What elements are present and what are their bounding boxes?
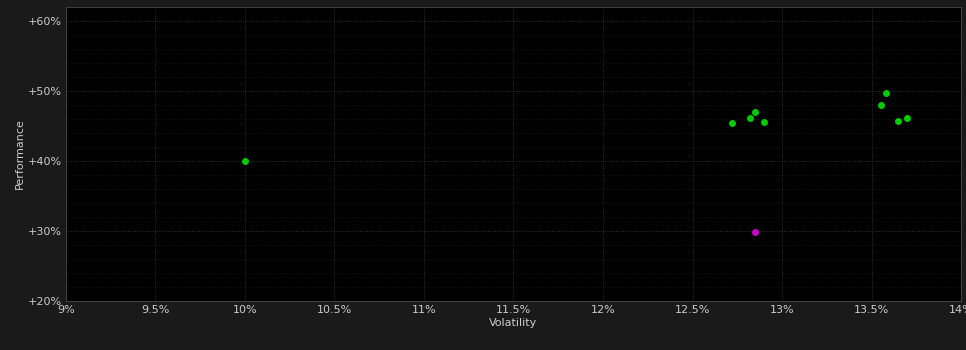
Point	[756, 119, 772, 125]
Point	[878, 90, 894, 96]
Y-axis label: Performance: Performance	[14, 119, 24, 189]
Point	[748, 230, 763, 235]
Point	[742, 115, 757, 120]
Point	[237, 158, 252, 164]
Point	[724, 120, 740, 125]
Point	[891, 118, 906, 124]
Point	[748, 109, 763, 115]
Point	[873, 102, 889, 108]
X-axis label: Volatility: Volatility	[490, 318, 537, 328]
Point	[899, 115, 915, 120]
